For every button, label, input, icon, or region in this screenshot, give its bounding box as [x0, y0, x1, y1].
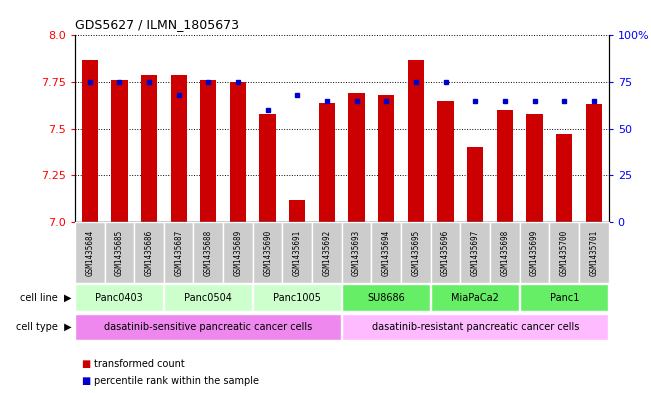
Text: percentile rank within the sample: percentile rank within the sample — [94, 376, 259, 386]
Text: GSM1435695: GSM1435695 — [411, 230, 421, 275]
Text: GSM1435701: GSM1435701 — [589, 230, 598, 275]
Bar — [171, 75, 187, 222]
Bar — [230, 82, 246, 222]
Bar — [497, 110, 513, 222]
Bar — [193, 222, 223, 283]
Bar — [81, 60, 98, 222]
Text: GSM1435697: GSM1435697 — [471, 230, 480, 275]
Bar — [289, 200, 305, 222]
Text: GSM1435694: GSM1435694 — [381, 230, 391, 275]
Bar — [76, 314, 341, 340]
Bar — [283, 222, 312, 283]
Bar — [460, 222, 490, 283]
Text: GSM1435692: GSM1435692 — [322, 230, 331, 275]
Text: GSM1435686: GSM1435686 — [145, 230, 154, 275]
Bar — [372, 222, 401, 283]
Bar — [342, 285, 430, 311]
Bar — [527, 114, 543, 222]
Text: Panc0504: Panc0504 — [184, 293, 232, 303]
Text: ■: ■ — [81, 376, 90, 386]
Text: GSM1435699: GSM1435699 — [530, 230, 539, 275]
Bar — [75, 222, 105, 283]
Bar — [586, 105, 602, 222]
Bar — [431, 222, 460, 283]
Bar — [200, 80, 217, 222]
Bar — [342, 222, 372, 283]
Text: GDS5627 / ILMN_1805673: GDS5627 / ILMN_1805673 — [75, 18, 239, 31]
Text: Panc0403: Panc0403 — [96, 293, 143, 303]
Text: transformed count: transformed count — [94, 358, 185, 369]
Text: GSM1435700: GSM1435700 — [560, 230, 569, 275]
Bar — [164, 222, 193, 283]
Bar — [223, 222, 253, 283]
Bar — [432, 285, 519, 311]
Text: GSM1435687: GSM1435687 — [174, 230, 183, 275]
Bar — [319, 103, 335, 222]
Text: ■: ■ — [81, 358, 90, 369]
Text: GSM1435691: GSM1435691 — [293, 230, 302, 275]
Text: GSM1435688: GSM1435688 — [204, 230, 213, 275]
Bar — [378, 95, 395, 222]
Bar — [579, 222, 609, 283]
Bar — [253, 285, 341, 311]
Bar — [111, 80, 128, 222]
Bar — [165, 285, 252, 311]
Bar — [105, 222, 134, 283]
Bar — [348, 93, 365, 222]
Bar — [437, 101, 454, 222]
Text: dasatinib-resistant pancreatic cancer cells: dasatinib-resistant pancreatic cancer ce… — [372, 322, 579, 332]
Bar — [519, 222, 549, 283]
Text: GSM1435696: GSM1435696 — [441, 230, 450, 275]
Text: MiaPaCa2: MiaPaCa2 — [451, 293, 499, 303]
Text: Panc1005: Panc1005 — [273, 293, 321, 303]
Bar — [467, 147, 484, 222]
Bar — [549, 222, 579, 283]
Text: GSM1435690: GSM1435690 — [263, 230, 272, 275]
Text: SU8686: SU8686 — [367, 293, 405, 303]
Bar — [76, 285, 163, 311]
Bar — [260, 114, 276, 222]
Bar — [134, 222, 164, 283]
Bar — [342, 314, 608, 340]
Bar — [490, 222, 519, 283]
Text: cell type  ▶: cell type ▶ — [16, 322, 72, 332]
Text: GSM1435698: GSM1435698 — [501, 230, 509, 275]
Bar — [408, 60, 424, 222]
Text: GSM1435689: GSM1435689 — [234, 230, 242, 275]
Bar — [253, 222, 283, 283]
Text: GSM1435684: GSM1435684 — [85, 230, 94, 275]
Text: GSM1435685: GSM1435685 — [115, 230, 124, 275]
Text: cell line  ▶: cell line ▶ — [20, 293, 72, 303]
Bar — [520, 285, 608, 311]
Text: GSM1435693: GSM1435693 — [352, 230, 361, 275]
Text: dasatinib-sensitive pancreatic cancer cells: dasatinib-sensitive pancreatic cancer ce… — [104, 322, 312, 332]
Bar — [556, 134, 572, 222]
Bar — [401, 222, 431, 283]
Text: Panc1: Panc1 — [549, 293, 579, 303]
Bar — [312, 222, 342, 283]
Bar — [141, 75, 157, 222]
